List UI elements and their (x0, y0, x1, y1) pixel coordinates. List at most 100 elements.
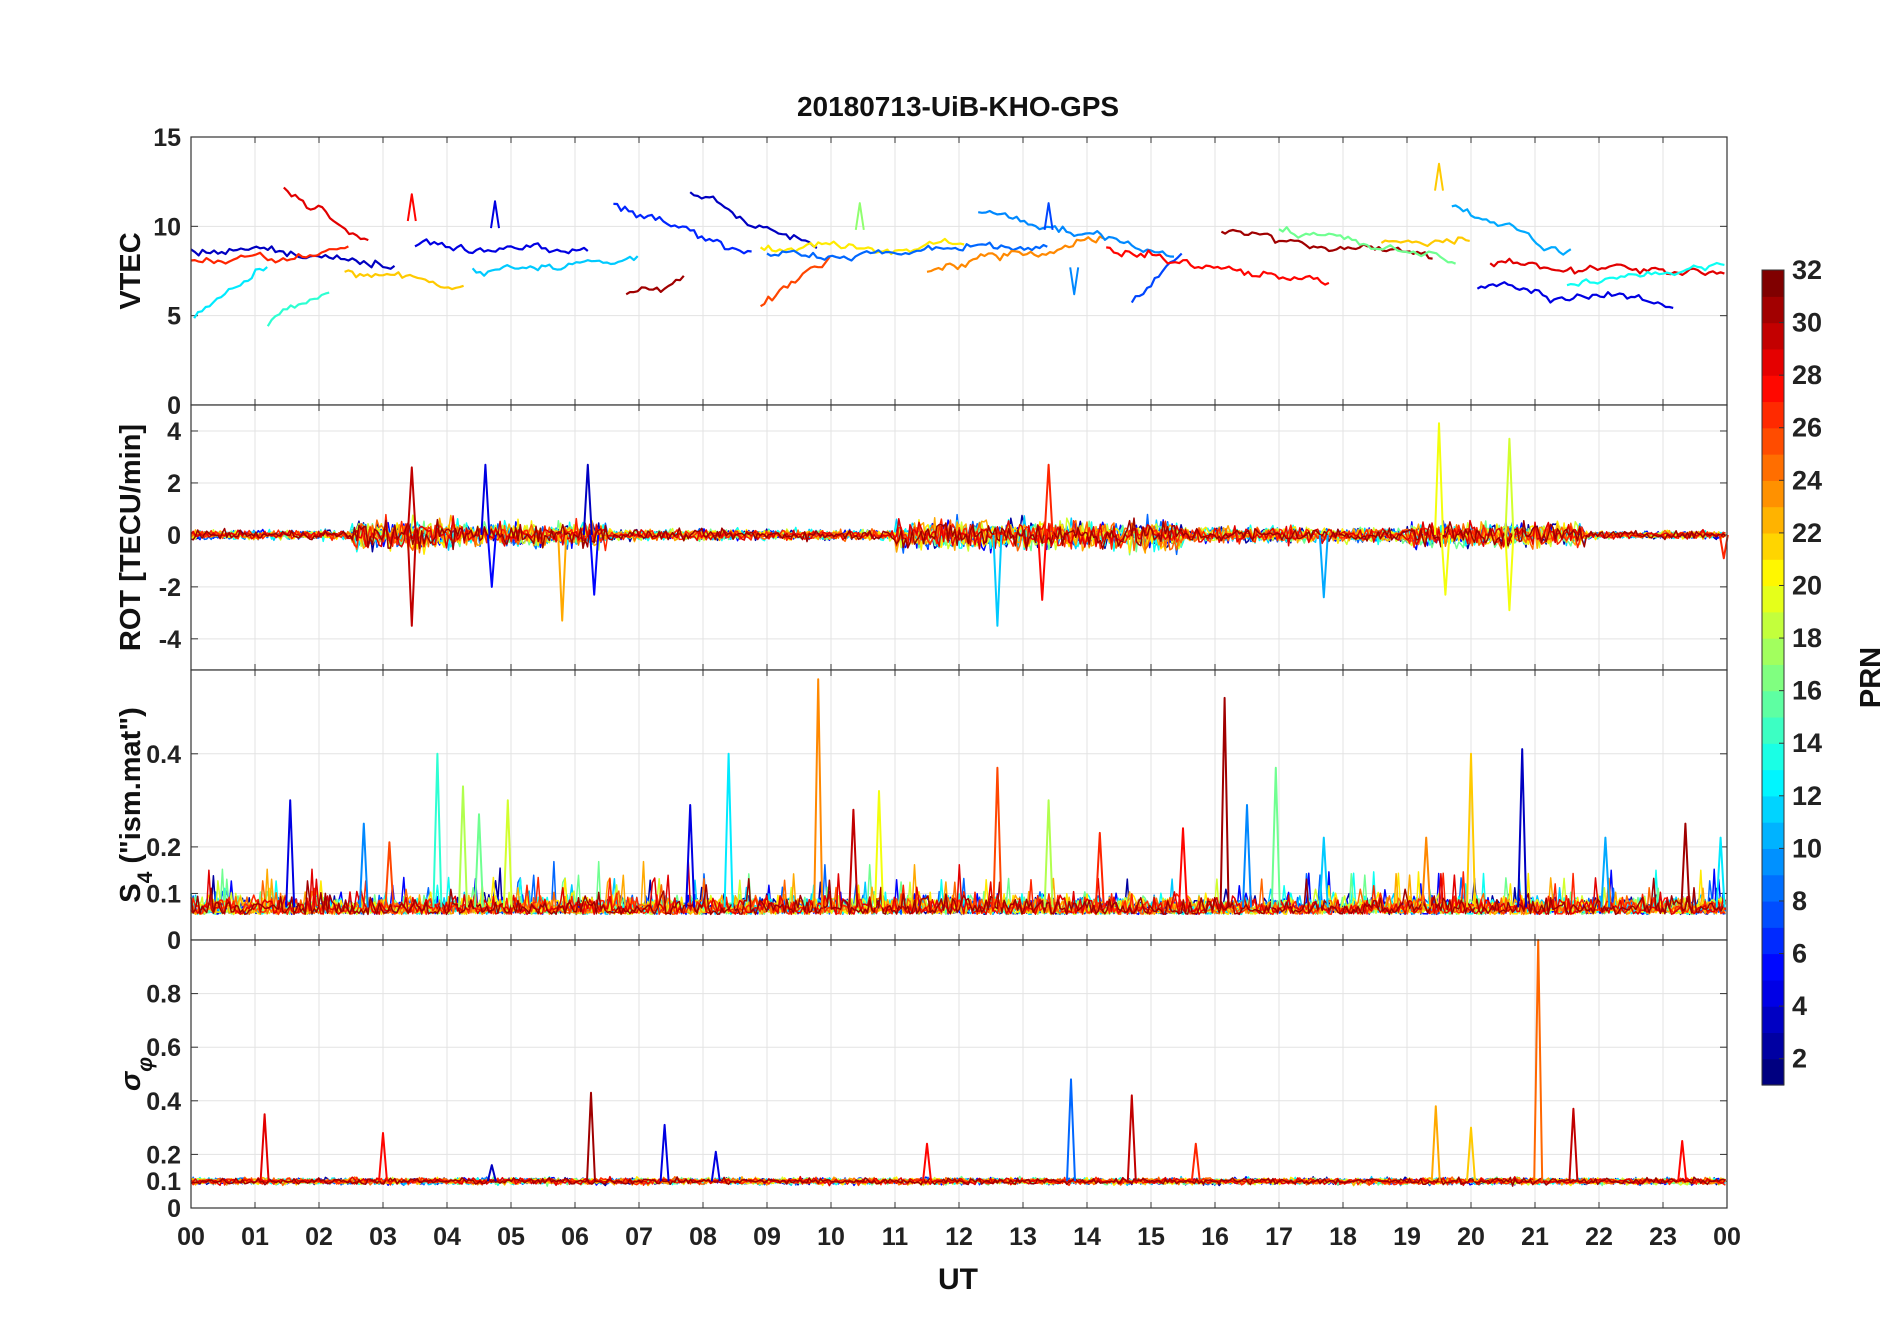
colorbar-swatch (1762, 348, 1784, 376)
y-tick-label: 0.1 (146, 880, 181, 908)
x-tick-label: 05 (497, 1223, 525, 1251)
x-tick-label: 00 (177, 1223, 205, 1251)
rot-spike (1043, 463, 1054, 535)
rot-spike (1434, 422, 1444, 535)
rot-spike (1440, 534, 1451, 596)
colorbar-swatch (1762, 927, 1784, 955)
colorbar-swatch (1762, 1006, 1784, 1034)
s4-spike (813, 678, 824, 908)
x-tick-label: 07 (625, 1223, 653, 1251)
x-tick-label: 19 (1393, 1223, 1421, 1251)
y-tick-label: 10 (153, 213, 181, 241)
s4-spike (1270, 766, 1281, 908)
x-tick-label: 10 (817, 1223, 845, 1251)
y-tick-label: 0.4 (146, 741, 181, 769)
x-axis-tick-labels: 00 01 02 03 04 05 06 07 08 09 10 11 12 13 14 15 16 17 18 19… (177, 1223, 1741, 1251)
y-tick-label: 0 (167, 927, 181, 955)
colorbar-swatch (1762, 480, 1784, 508)
colorbar-tick-label: 20 (1792, 570, 1822, 600)
colorbar-swatch (1762, 322, 1784, 350)
rot-spike (1504, 437, 1515, 535)
x-tick-label: 09 (753, 1223, 781, 1251)
colorbar-swatch (1762, 375, 1784, 403)
sigma_phi-trace-prn-29 (190, 1175, 1727, 1187)
vtec-trace-prn-7 (1130, 252, 1183, 304)
x-tick-label: 21 (1521, 1223, 1549, 1251)
s4-spike (1219, 696, 1230, 908)
vtec-trace-prn-31 (1220, 228, 1433, 260)
vtec-trace-prn-22 (1380, 236, 1470, 248)
colorbar-swatch (1762, 716, 1784, 744)
vtec-trace-prn-14 (266, 291, 330, 327)
vtec-trace-prn-11 (471, 255, 639, 277)
vtec-trace-prn-31 (625, 275, 685, 296)
sigma_phi-spike (259, 1113, 270, 1182)
vtec-trace-prn-24 (926, 235, 1105, 273)
colorbar-swatch (1762, 664, 1784, 692)
vtec-trace-prn-28 (1106, 246, 1330, 286)
rot-spike (992, 534, 1003, 627)
rot-spike (406, 534, 417, 627)
colorbar-tick-label: 4 (1792, 991, 1807, 1021)
s4-spike (1178, 827, 1188, 908)
x-tick-label: 16 (1201, 1223, 1229, 1251)
colorbar-tick-label: 26 (1792, 413, 1822, 443)
colorbar-swatch (1762, 690, 1784, 718)
y-tick-label: 0 (167, 392, 181, 420)
sigma_phi-spike (1466, 1126, 1476, 1182)
vtec-trace-prn-29 (283, 186, 369, 242)
y-axis-label: S4 ("ism.mat") (115, 707, 157, 903)
colorbar-swatch (1762, 874, 1784, 902)
s4-trace-prn-31 (190, 877, 1727, 916)
colorbar-tick-label: 2 (1792, 1044, 1807, 1074)
sigma_phi-spike (486, 1164, 497, 1182)
y-tick-label: 0.8 (146, 981, 181, 1009)
y-tick-label: 0.1 (146, 1168, 181, 1196)
vtec-trace-prn-16 (1278, 226, 1457, 265)
x-tick-label: 17 (1265, 1223, 1293, 1251)
y-tick-label: 0.2 (146, 834, 181, 862)
s4-spike (1680, 822, 1691, 908)
vtec-spike (1043, 202, 1054, 231)
s4-spike (502, 799, 513, 908)
y-tick-label: -2 (159, 574, 181, 602)
vtec-panel: 0 5 10 15 VTEC (115, 124, 1728, 420)
x-tick-label: 15 (1137, 1223, 1165, 1251)
rot-spike (406, 466, 417, 535)
series-traces (190, 162, 1725, 327)
rot-spike (557, 534, 568, 622)
colorbar-swatch (1762, 743, 1784, 771)
vtec-trace-prn-9 (978, 209, 1175, 258)
s4-spike (992, 766, 1003, 908)
rot-spike (1037, 534, 1048, 601)
colorbar-swatch (1762, 900, 1784, 928)
x-tick-label: 11 (882, 1223, 909, 1251)
vtec-trace-prn-4 (414, 238, 589, 255)
y-tick-label: 0.4 (146, 1088, 181, 1116)
x-tick-label: 04 (433, 1223, 461, 1251)
sigma_phi-spike (710, 1150, 721, 1182)
sigma_phi-spike (1568, 1107, 1579, 1182)
vtec-trace-prn-3 (190, 245, 396, 270)
s4-spike (384, 841, 395, 908)
rot-trace-prn-31 (190, 517, 1726, 551)
colorbar-swatch (1762, 822, 1784, 849)
vtec-trace-prn-10 (1451, 204, 1572, 256)
s4-spike (723, 752, 734, 908)
y-tick-label: 4 (167, 418, 181, 446)
s4-spike (1517, 748, 1528, 908)
x-tick-label: 22 (1585, 1223, 1613, 1251)
y-tick-label: 0 (167, 1195, 181, 1223)
x-tick-label: 02 (305, 1223, 333, 1251)
colorbar-frame (1761, 269, 1785, 1086)
colorbar-tick-label: 30 (1792, 308, 1822, 338)
vtec-spike (490, 200, 500, 229)
s4-spike (358, 822, 369, 908)
rot-spike (1504, 534, 1515, 612)
y-tick-label: -4 (159, 626, 181, 654)
x-tick-label: 20 (1457, 1223, 1485, 1251)
s4-spike (285, 799, 296, 908)
colorbar-tick-label: 16 (1792, 676, 1822, 706)
